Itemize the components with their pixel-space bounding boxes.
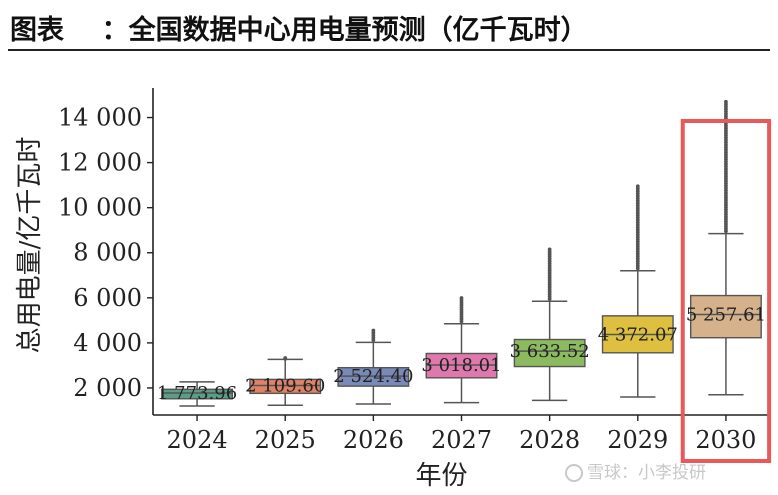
box-2028: 3 633.52 [510, 247, 590, 402]
box-layer: 1 773.96 2 109.60 2 524.40 3 018.01 3 633.52… [157, 99, 766, 407]
x-tick-label-2029: 2029 [607, 426, 668, 454]
median-label-2029: 4 372.07 [598, 325, 678, 346]
box-2030: 5 257.61 [686, 99, 766, 396]
y-tick-label-8000: 8 000 [73, 239, 142, 267]
median-label-2024: 1 773.96 [157, 383, 237, 404]
median-label-2025: 2 109.60 [245, 375, 325, 396]
median-label-2027: 3 018.01 [421, 355, 501, 376]
axis-layer: 2 000 4 000 6 000 8 000 10 000 12 000 14 000 20… [58, 88, 770, 454]
y-axis-title: 总用电量/亿千瓦时 [15, 137, 45, 354]
box-2025: 2 109.60 [245, 356, 325, 407]
header-divider [8, 49, 770, 51]
iqr-box-2028 [513, 338, 586, 368]
snowball-logo-icon [565, 464, 583, 482]
median-label-2026: 2 524.40 [333, 366, 413, 387]
iqr-box-2026 [337, 366, 410, 387]
x-tick-label-2028: 2028 [519, 426, 580, 454]
outlier-point-2030 [724, 99, 728, 104]
iqr-box-2024 [161, 388, 234, 400]
y-tick-label-10000: 10 000 [58, 194, 142, 222]
highlight-frame-2030 [680, 119, 772, 463]
y-tick-label-14000: 14 000 [58, 104, 142, 132]
x-tick-label-2030: 2030 [695, 426, 756, 454]
iqr-box-2030 [689, 294, 762, 339]
outlier-point-2028 [547, 247, 552, 252]
y-tick-label-2000: 2 000 [73, 374, 142, 402]
x-tick-label-2026: 2026 [343, 426, 404, 454]
iqr-box-2025 [249, 378, 322, 395]
figure-title: 图表 ：全国数据中心用电量预测（亿千瓦时） [10, 15, 588, 46]
box-2027: 3 018.01 [421, 296, 502, 404]
watermark: 雪球：小李投研 [565, 458, 706, 483]
outlier-point-2026 [371, 328, 376, 333]
box-2024: 1 773.96 [157, 381, 237, 407]
report-header: 图表 ：全国数据中心用电量预测（亿千瓦时） [0, 0, 778, 52]
y-tick-label-6000: 6 000 [73, 284, 142, 312]
median-label-2030: 5 257.61 [686, 305, 766, 326]
watermark-text: 雪球：小李投研 [587, 463, 706, 483]
median-label-2028: 3 633.52 [510, 341, 590, 362]
outlier-point-2027 [459, 296, 464, 300]
x-axis-title: 年份 [415, 461, 467, 491]
x-tick-label-2024: 2024 [167, 426, 228, 454]
box-2026: 2 524.40 [333, 328, 413, 405]
box-2029: 4 372.07 [598, 184, 678, 398]
y-tick-label-12000: 12 000 [58, 149, 142, 177]
y-tick-label-4000: 4 000 [73, 329, 142, 357]
outlier-point-2029 [635, 184, 640, 189]
x-tick-label-2027: 2027 [431, 426, 492, 454]
x-tick-label-2025: 2025 [255, 426, 316, 454]
